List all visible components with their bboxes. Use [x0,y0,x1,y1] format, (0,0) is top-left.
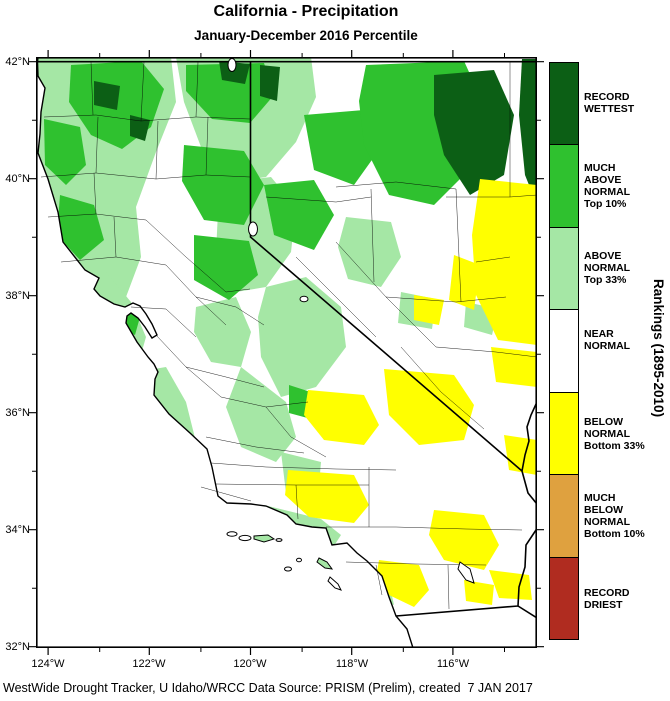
lon-tick-label: 116°W [436,658,470,670]
lat-tick-label: 38°N [5,290,30,302]
ocean [36,57,413,648]
lat-tick-label: 40°N [5,173,30,185]
legend-label-above-normal: ABOVE NORMAL Top 33% [584,249,631,287]
legend-color-much-above-normal [549,144,579,228]
channel-islands [226,531,342,591]
legend-color-much-below-normal [549,474,579,558]
legend-label-below-normal: BELOW NORMAL Bottom 33% [584,415,645,453]
legend-axis-label: Rankings (1895-2010) [651,279,666,418]
lon-tick-label: 124°W [31,658,65,670]
state-boundaries [36,60,537,619]
legend-label-record-wettest: RECORD WETTEST [584,90,635,115]
county-boundaries [40,61,537,610]
legend-color-below-normal [549,391,579,476]
legend-color-near-normal [549,309,579,393]
lon-tick-label: 118°W [335,658,369,670]
lon-tick-label: 120°W [233,658,267,670]
california-precipitation-map [29,50,544,655]
legend-label-much-above-normal: MUCH ABOVE NORMAL Top 10% [584,161,631,211]
major-tick-marks [29,50,544,655]
coastline [36,57,414,648]
legend-color-record-wettest [549,62,579,146]
lat-tick-label: 42°N [5,56,30,68]
minor-tick-marks [32,53,541,652]
footer-credit: WestWide Drought Tracker, U Idaho/WRCC D… [3,681,533,695]
mono-lake [299,295,309,303]
lat-tick-label: 34°N [5,524,30,536]
map-frame [36,57,537,649]
mexico-area [396,606,537,648]
lon-tick-label: 122°W [132,658,166,670]
page-subtitle: January-December 2016 Percentile [194,28,418,43]
lat-tick-label: 36°N [5,407,30,419]
lakes [227,58,475,584]
legend-color-above-normal [549,226,579,311]
legend-color-record-driest [549,556,579,640]
goose-lake [227,58,237,72]
region-record-wettest [94,59,537,205]
salton-sea [457,561,475,584]
legend-label-near-normal: NEAR NORMAL [584,327,631,352]
region-below-normal [285,179,537,607]
legend-label-record-driest: RECORD DRIEST [584,586,630,611]
lat-tick-label: 32°N [5,641,30,653]
legend-colorbar [549,62,579,640]
legend-label-much-below-normal: MUCH BELOW NORMAL Bottom 10% [584,491,645,541]
page-title: California - Precipitation [213,3,399,20]
lake-tahoe [248,221,258,237]
